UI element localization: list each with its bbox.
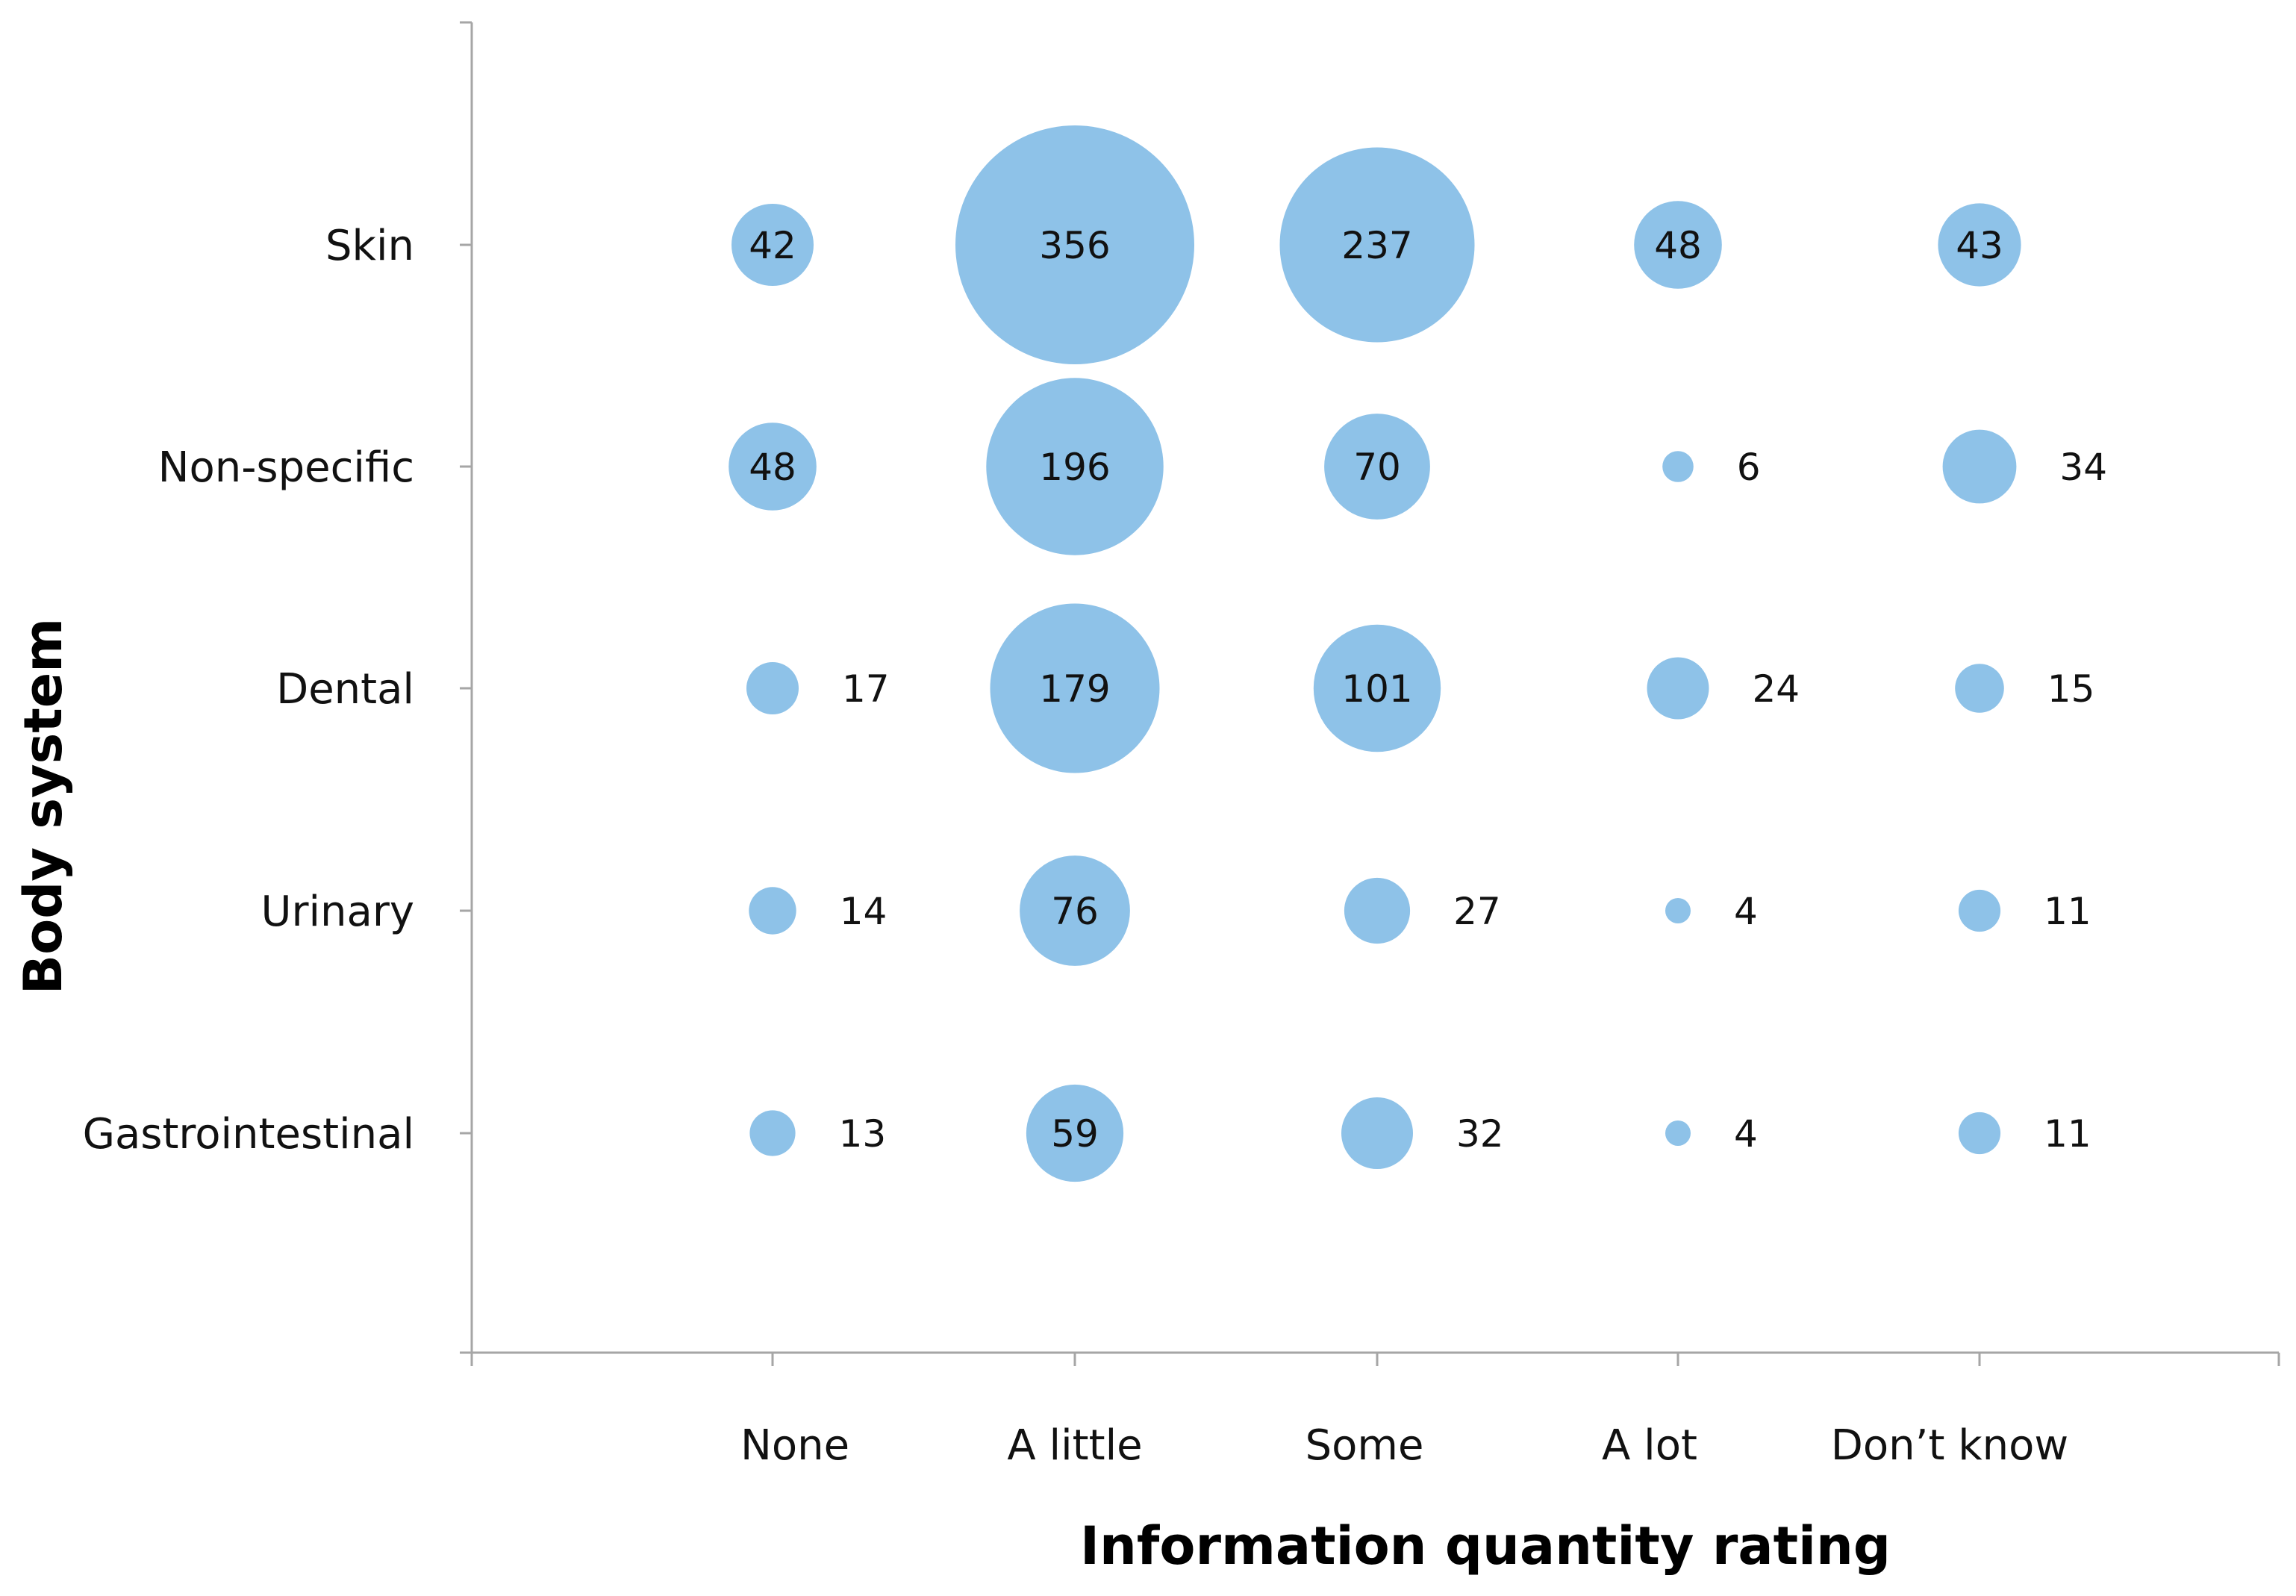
data-label: 15	[2047, 667, 2095, 711]
bubble	[1026, 1084, 1124, 1182]
data-label: 59	[1051, 1112, 1099, 1156]
data-label: 196	[1039, 446, 1110, 489]
bubble	[1313, 624, 1441, 752]
bubble	[729, 423, 817, 511]
x-tick-label: Don’t know	[1831, 1421, 2068, 1470]
bubble	[731, 204, 814, 286]
bubble	[1942, 429, 2017, 504]
bubble	[1324, 414, 1430, 520]
data-label: 24	[1753, 667, 1800, 711]
data-label: 11	[2044, 1112, 2091, 1156]
data-label: 48	[749, 446, 796, 489]
bubble	[1341, 1097, 1413, 1169]
bubble	[1344, 877, 1411, 944]
bubble	[1958, 889, 2001, 932]
data-label: 101	[1341, 667, 1412, 711]
data-label: 237	[1341, 224, 1412, 267]
bubble	[749, 1110, 796, 1156]
bubble	[986, 378, 1164, 555]
data-label: 6	[1737, 446, 1761, 489]
y-tick-label: Dental	[276, 665, 414, 714]
bubble	[1958, 1112, 2001, 1155]
x-tick-label: A little	[1007, 1421, 1142, 1470]
data-label: 356	[1039, 224, 1110, 267]
chart-bubbles	[729, 125, 2021, 1182]
bubble	[1665, 898, 1691, 923]
x-axis-title: Information quantity rating	[1080, 1515, 1891, 1577]
bubble	[1665, 1120, 1691, 1146]
data-label: 43	[1956, 224, 2003, 267]
bubble	[749, 887, 796, 935]
y-axis-title: Body system	[13, 618, 74, 994]
data-label: 17	[842, 667, 890, 711]
chart-axes: Skin Non-specific Dental Urinary Gastrointes…	[83, 21, 2280, 1470]
data-label: 76	[1051, 890, 1099, 933]
x-tick-label: None	[740, 1421, 849, 1470]
data-label: 179	[1039, 667, 1110, 711]
bubble	[1647, 657, 1709, 720]
data-label: 27	[1453, 890, 1501, 933]
data-label: 70	[1353, 446, 1401, 489]
data-label: 11	[2044, 890, 2091, 933]
data-label: 34	[2059, 446, 2107, 489]
x-tick-label: A lot	[1602, 1421, 1697, 1470]
data-label: 48	[1654, 224, 1702, 267]
y-tick-label: Urinary	[261, 888, 414, 936]
bubble	[1020, 855, 1130, 966]
bubble	[990, 603, 1160, 773]
data-label: 14	[840, 890, 887, 933]
y-tick-label: Gastrointestinal	[83, 1110, 414, 1159]
data-label: 4	[1734, 890, 1758, 933]
bubble	[1955, 664, 2004, 713]
x-tick-label: Some	[1305, 1421, 1424, 1470]
bubble	[1634, 201, 1722, 289]
y-tick-label: Non-specific	[158, 443, 414, 492]
bubble	[746, 662, 799, 714]
bubble	[1279, 147, 1475, 343]
data-label: 4	[1734, 1112, 1758, 1156]
data-label: 13	[839, 1112, 887, 1156]
bubble	[1662, 451, 1694, 482]
y-tick-label: Skin	[325, 222, 414, 270]
data-label: 42	[749, 224, 796, 267]
chart-data-labels: 42 356 237 48 43 48 196 70 6 34 17 179 101 24 15 14 76 27…	[749, 224, 2107, 1156]
data-label: 32	[1456, 1112, 1504, 1156]
bubble	[1938, 203, 2021, 287]
bubble	[955, 125, 1194, 364]
